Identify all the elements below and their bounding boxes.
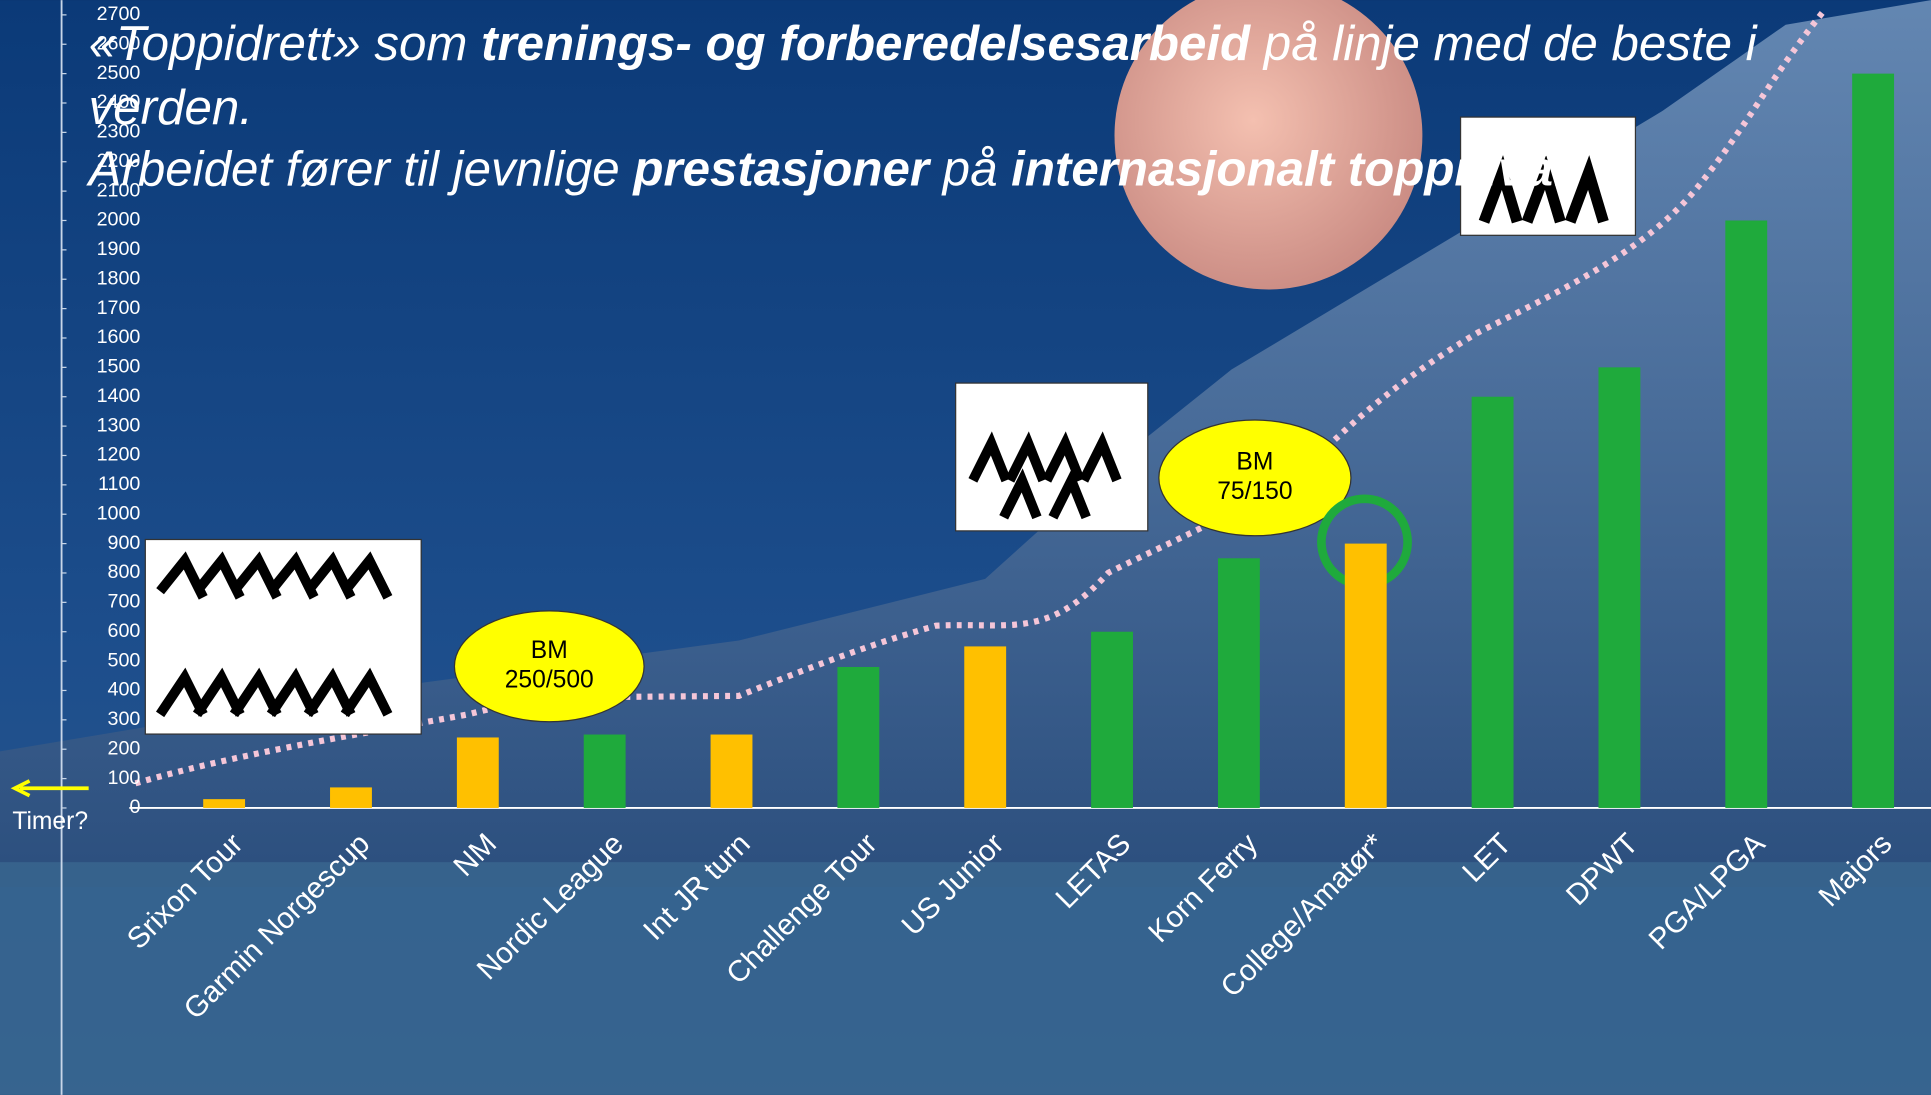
- bar: [330, 787, 372, 808]
- y-tick-label: 2000: [97, 209, 141, 231]
- bar: [964, 646, 1007, 808]
- bar: [1217, 558, 1260, 808]
- moon: [1114, 0, 1423, 290]
- y-tick-label: 1000: [97, 502, 141, 524]
- golfer-icon: [144, 538, 422, 735]
- arrow: [10, 779, 89, 798]
- bar: [583, 734, 626, 808]
- y-tick-label: 1400: [97, 385, 141, 407]
- golfer-icon: [955, 382, 1149, 532]
- bar: [1598, 367, 1641, 808]
- y-tick-label: 1900: [97, 238, 141, 260]
- title-segment: Arbeidet fører til jevnlige: [86, 142, 634, 197]
- bar: [837, 666, 880, 808]
- title-segment: .: [1553, 142, 1567, 197]
- annotation: 75/150: [1217, 478, 1292, 505]
- y-tick-label: 1300: [97, 414, 141, 436]
- y-tick-label: 2600: [97, 32, 141, 54]
- water: [0, 862, 1931, 1095]
- y-tick-label: 500: [108, 649, 141, 671]
- title-segment: internasjonalt toppnivå: [1011, 142, 1553, 197]
- y-tick-label: 900: [108, 532, 141, 554]
- y-tick-label: 1600: [97, 326, 141, 348]
- bar: [456, 737, 499, 808]
- annotation: Timer?: [12, 808, 88, 835]
- golfer-icon: [1459, 116, 1637, 236]
- title-segment: på: [929, 142, 1011, 197]
- bar: [1852, 73, 1895, 808]
- y-tick-label: 200: [108, 737, 141, 759]
- y-tick-label: 600: [108, 620, 141, 642]
- y-tick-label: 1500: [97, 356, 141, 378]
- y-tick-label: 1800: [97, 267, 141, 289]
- y-tick-label: 100: [108, 767, 141, 789]
- bar: [710, 734, 753, 808]
- y-tick-label: 2700: [97, 3, 141, 25]
- title-line: Arbeidet fører til jevnlige prestasjoner…: [86, 142, 1567, 197]
- annotation: BM: [1236, 449, 1273, 476]
- bar: [1344, 543, 1387, 808]
- y-tick-label: 700: [108, 591, 141, 613]
- y-tick-label: 1200: [97, 444, 141, 466]
- bar: [1091, 631, 1133, 808]
- annotation: 250/500: [505, 667, 594, 694]
- callout: [453, 610, 645, 723]
- bar: [1471, 396, 1514, 808]
- y-tick-label: 2400: [97, 91, 141, 113]
- y-tick-label: 1700: [97, 297, 141, 319]
- bar: [203, 799, 246, 808]
- y-tick-label: 2500: [97, 62, 141, 84]
- title-segment: trenings- og forberedelsesarbeid: [481, 16, 1251, 71]
- y-tick-label: 2300: [97, 121, 141, 143]
- title-segment: på linje med de beste i: [1250, 16, 1759, 71]
- y-tick-label: 300: [108, 708, 141, 730]
- y-tick-label: 2200: [97, 150, 141, 172]
- y-tick-label: 2100: [97, 179, 141, 201]
- title-segment: verden.: [89, 80, 253, 135]
- mountain: [0, 0, 1931, 887]
- title-segment: «Toppidrett» som: [89, 16, 481, 71]
- y-tick-label: 1100: [98, 473, 140, 495]
- title-line: «Toppidrett» som trenings- og forberedel…: [89, 16, 1759, 71]
- title-block: «Toppidrett» som trenings- og forberedel…: [12, 16, 1758, 835]
- trend-line: [134, 10, 1826, 787]
- annotation: BM: [531, 637, 568, 664]
- y-tick-label: 800: [108, 561, 141, 583]
- title-line: verden.: [89, 80, 253, 135]
- y-tick-label: 0: [129, 796, 140, 818]
- y-tick-label: 400: [108, 679, 141, 701]
- callout: [1158, 419, 1352, 537]
- title-segment: prestasjoner: [631, 142, 931, 197]
- bar: [1725, 220, 1768, 808]
